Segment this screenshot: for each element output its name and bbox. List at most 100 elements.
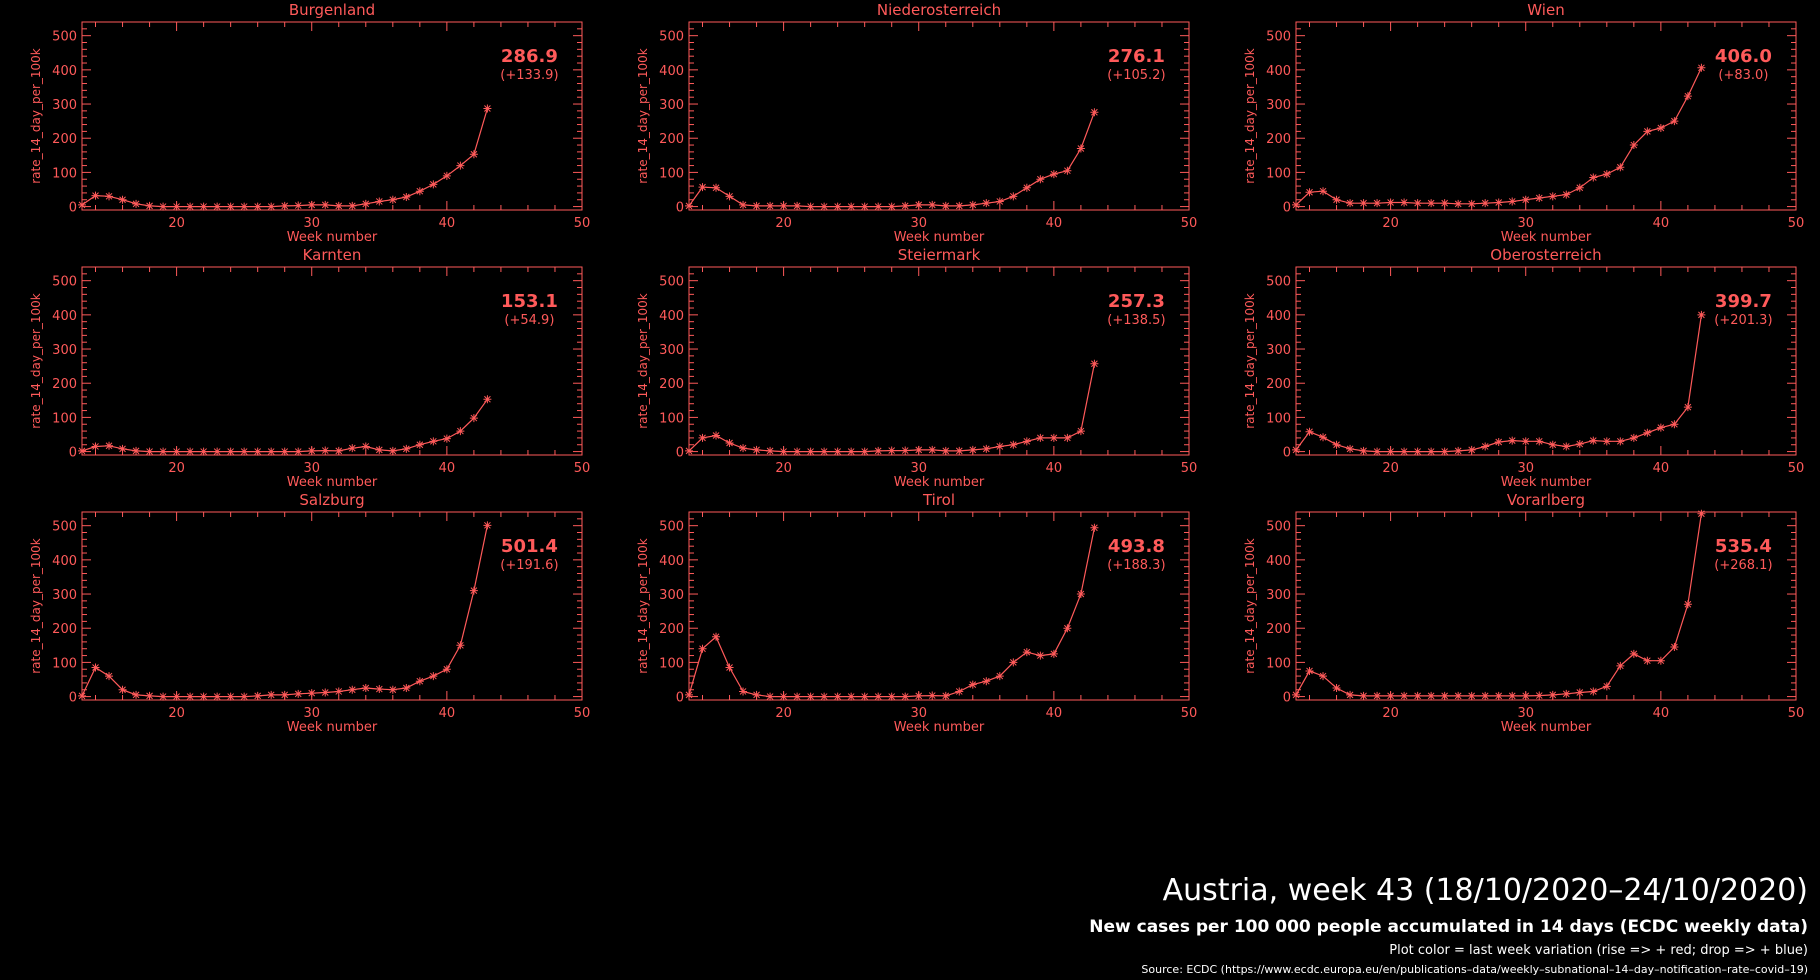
data-point: [968, 680, 977, 689]
data-point: [307, 446, 316, 455]
data-point: [1467, 199, 1476, 208]
data-point: [1575, 440, 1584, 449]
series-line: [688, 111, 1095, 208]
y-tick-label: 500: [1266, 520, 1291, 535]
data-point: [429, 437, 438, 446]
series-line: [688, 527, 1095, 698]
data-point: [1616, 437, 1625, 446]
data-point: [1562, 190, 1571, 199]
y-tick-label: 500: [52, 30, 77, 45]
data-point: [1413, 199, 1422, 208]
data-point: [739, 687, 748, 696]
data-point: [698, 433, 707, 442]
data-point: [806, 447, 815, 456]
data-point: [1508, 197, 1517, 206]
data-point: [78, 200, 86, 209]
data-point: [429, 672, 438, 681]
data-point: [1049, 433, 1058, 442]
data-point: [294, 201, 303, 210]
data-point: [172, 447, 181, 456]
y-axis-label: rate_14_day_per_100k: [636, 48, 650, 184]
data-point: [1683, 92, 1692, 101]
data-point: [307, 200, 316, 209]
data-point: [1400, 447, 1409, 456]
weekly-change-label: (+201.3): [1714, 313, 1772, 328]
data-point: [1063, 166, 1072, 175]
plot-frame: [81, 511, 583, 701]
data-point: [739, 444, 748, 453]
x-tick-label: 30: [1517, 706, 1534, 721]
data-point: [1535, 691, 1544, 700]
data-point: [698, 644, 707, 653]
x-tick-label: 40: [1046, 461, 1063, 476]
data-point: [1332, 195, 1341, 204]
x-tick-label: 40: [439, 216, 456, 231]
data-point: [820, 447, 829, 456]
data-point: [685, 201, 693, 210]
data-point: [429, 180, 438, 189]
data-point: [725, 663, 734, 672]
data-point: [1076, 590, 1085, 599]
plot-frame: [81, 21, 583, 211]
data-point: [874, 692, 883, 701]
y-tick-label: 100: [1266, 166, 1291, 181]
data-point: [712, 431, 721, 440]
x-axis-label: Week number: [894, 230, 985, 245]
x-tick-label: 20: [775, 216, 792, 231]
y-axis-label: rate_14_day_per_100k: [636, 538, 650, 674]
data-point: [1521, 437, 1530, 446]
data-point: [348, 444, 357, 453]
chart-panel-niederosterreich: 20 30 40 500100200300400500Niederosterreich…: [636, 1, 1197, 245]
y-tick-label: 300: [659, 343, 684, 358]
data-point: [442, 665, 451, 674]
data-point: [388, 446, 397, 455]
data-point: [1022, 183, 1031, 192]
data-point: [1346, 199, 1355, 208]
y-tick-label: 0: [69, 446, 77, 461]
data-point: [105, 441, 114, 450]
series-line: [1295, 513, 1702, 697]
x-tick-label: 30: [303, 706, 320, 721]
data-point: [968, 200, 977, 209]
data-point: [1009, 658, 1018, 667]
data-point: [1400, 198, 1409, 207]
data-point: [91, 442, 100, 451]
data-point: [78, 446, 86, 455]
data-point: [118, 685, 127, 694]
data-point: [1656, 423, 1665, 432]
data-point: [1386, 447, 1395, 456]
y-tick-label: 200: [659, 622, 684, 637]
y-tick-label: 200: [1266, 132, 1291, 147]
data-point: [955, 201, 964, 210]
data-point: [402, 193, 411, 202]
data-point: [415, 440, 424, 449]
x-axis-label: Week number: [894, 475, 985, 490]
data-point: [1076, 427, 1085, 436]
data-point: [1508, 436, 1517, 445]
data-point: [847, 202, 856, 211]
x-tick-label: 40: [1653, 461, 1670, 476]
data-point: [321, 200, 330, 209]
x-tick-label: 50: [1788, 461, 1805, 476]
data-point: [456, 427, 465, 436]
x-tick-label: 20: [775, 461, 792, 476]
last-value-label: 406.0: [1715, 46, 1772, 67]
y-tick-label: 500: [659, 520, 684, 535]
data-point: [1656, 656, 1665, 665]
y-tick-label: 200: [659, 377, 684, 392]
data-point: [105, 192, 114, 201]
x-tick-label: 50: [1181, 461, 1198, 476]
data-point: [321, 688, 330, 697]
data-point: [1009, 440, 1018, 449]
data-point: [833, 202, 842, 211]
y-tick-label: 400: [659, 64, 684, 79]
data-point: [725, 192, 734, 201]
y-tick-label: 500: [52, 275, 77, 290]
y-tick-label: 500: [659, 30, 684, 45]
data-point: [1494, 438, 1503, 447]
data-point: [240, 447, 249, 456]
x-tick-label: 30: [303, 461, 320, 476]
y-tick-label: 400: [52, 309, 77, 324]
data-point: [1386, 198, 1395, 207]
y-tick-label: 400: [659, 309, 684, 324]
